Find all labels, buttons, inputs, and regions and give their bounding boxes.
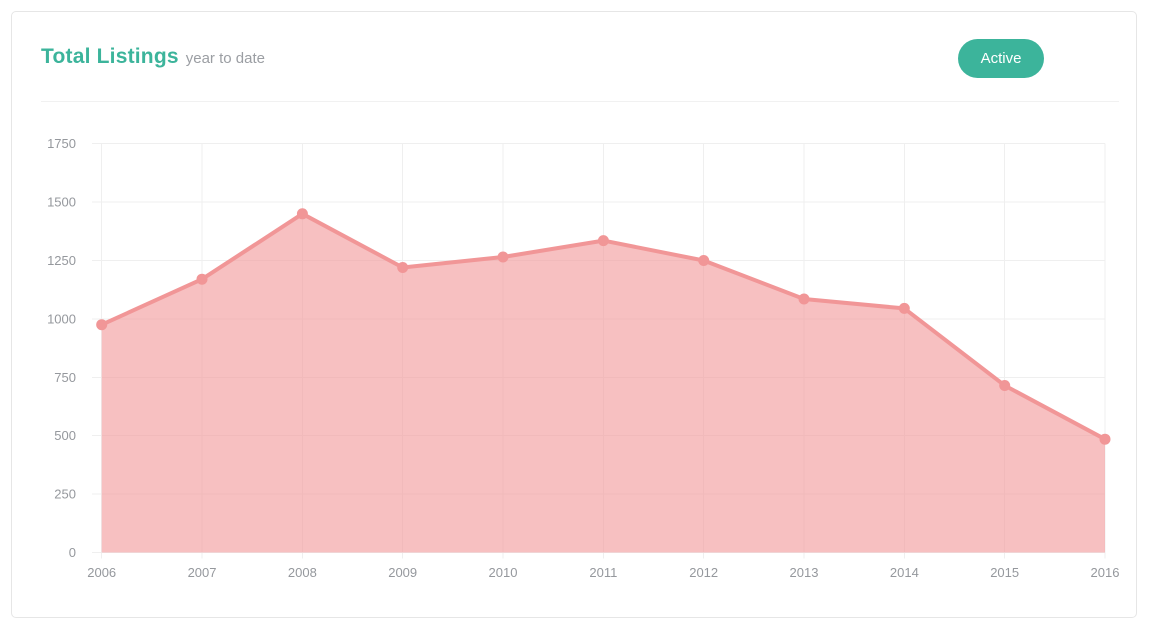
data-point-2016[interactable] — [1099, 433, 1111, 445]
total-listings-area-chart: 0 250 500 750 1000 1250 1500 1750 2006 2007 2008 20… — [47, 136, 1120, 580]
y-axis-tick-label: 250 — [54, 487, 76, 502]
data-point-2013[interactable] — [798, 293, 810, 305]
x-axis-tick-label: 2008 — [288, 565, 317, 580]
data-point-2014[interactable] — [898, 302, 910, 314]
data-point-2010[interactable] — [497, 251, 509, 263]
y-axis-tick-label: 1750 — [47, 136, 76, 151]
data-point-2012[interactable] — [698, 255, 710, 266]
x-axis-tick-label: 2007 — [188, 565, 217, 580]
data-point-2011[interactable] — [597, 235, 609, 247]
data-point-2007[interactable] — [196, 273, 208, 285]
header-divider — [41, 101, 1119, 102]
x-axis-tick-label: 2015 — [990, 565, 1019, 580]
total-listings-card: Total Listings year to date Active 0 250 50… — [11, 11, 1137, 618]
x-axis-tick-label: 2009 — [388, 565, 417, 580]
y-axis-tick-label: 1250 — [47, 253, 76, 268]
data-point-2009[interactable] — [397, 262, 409, 273]
data-point-2008[interactable] — [296, 208, 308, 220]
x-axis-tick-label: 2012 — [689, 565, 718, 580]
x-axis-tick-label: 2006 — [87, 565, 116, 580]
x-axis-tick-label: 2014 — [890, 565, 919, 580]
area-fill — [101, 213, 1105, 553]
y-axis-tick-label: 1500 — [47, 195, 76, 210]
active-button[interactable]: Active — [958, 39, 1044, 78]
y-axis-tick-label: 750 — [54, 370, 76, 385]
x-axis-tick-label: 2016 — [1091, 565, 1120, 580]
x-axis-tick-label: 2013 — [790, 565, 819, 580]
x-axis-tick-label: 2010 — [489, 565, 518, 580]
data-point-2006[interactable] — [96, 319, 108, 331]
y-axis-tick-label: 1000 — [47, 311, 76, 326]
x-axis-tick-label: 2011 — [589, 565, 617, 580]
data-point-2015[interactable] — [999, 380, 1011, 391]
y-axis-tick-label: 500 — [54, 428, 76, 443]
card-header: Total Listings year to date — [41, 45, 265, 69]
page-subtitle: year to date — [185, 50, 265, 67]
y-axis-tick-label: 0 — [69, 545, 76, 560]
page-title: Total Listings — [41, 45, 179, 68]
